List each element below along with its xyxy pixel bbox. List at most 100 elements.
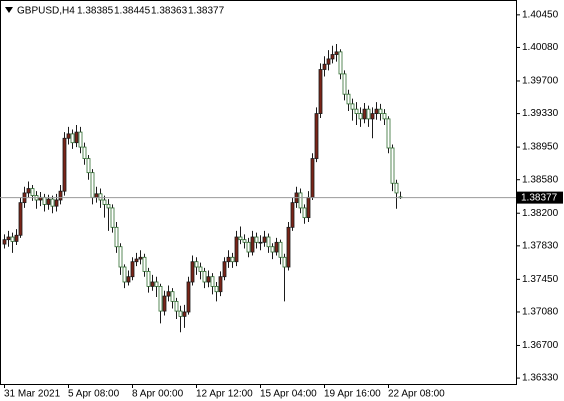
candle-body (262, 236, 267, 243)
candle-body (282, 256, 287, 268)
candle-body (134, 258, 139, 263)
close-value: 1.38377 (188, 6, 225, 17)
y-tick-label: 1.38950 (522, 142, 559, 153)
candle-body (18, 202, 23, 236)
candle-body (286, 226, 291, 268)
candle-body (182, 311, 187, 317)
candle-body (302, 207, 307, 219)
candle-body (6, 236, 11, 241)
y-tick-label: 1.39330 (522, 108, 559, 119)
candle-body (194, 261, 199, 268)
candle-body (322, 63, 327, 70)
candle-body (238, 236, 243, 241)
plot-frame (0, 0, 517, 385)
x-tick-label: 19 Apr 16:00 (324, 389, 381, 400)
candle-body (266, 236, 271, 248)
candle-body (190, 261, 195, 283)
price-label: 1.38377 (521, 192, 558, 203)
candle-body (226, 256, 231, 263)
candle-body (230, 256, 235, 263)
open-value: 1.38385 (77, 6, 114, 17)
y-tick-label: 1.39700 (522, 76, 559, 87)
high-value: 1.38445 (114, 6, 151, 17)
candle-body (118, 246, 123, 268)
candle-body (258, 241, 263, 244)
candle-body (30, 188, 35, 196)
y-tick-label: 1.37830 (522, 240, 559, 251)
candle-body (62, 137, 67, 192)
candle-body (138, 256, 143, 260)
candle-body (102, 199, 107, 205)
candle-body (342, 73, 347, 95)
y-tick-label: 1.38200 (522, 208, 559, 219)
candle-body (46, 198, 51, 205)
y-tick-label: 1.40080 (522, 42, 559, 53)
candle-body (2, 239, 7, 245)
candle-body (254, 236, 259, 243)
candle-body (306, 196, 311, 219)
candle-body (250, 236, 255, 253)
candle-body (242, 239, 247, 243)
candle-body (218, 276, 223, 293)
candle-body (82, 146, 87, 159)
candle-body (378, 108, 383, 114)
candle-body (354, 108, 359, 114)
candle-body (390, 147, 395, 184)
candle-body (310, 158, 315, 198)
x-tick-label: 5 Apr 08:00 (68, 389, 120, 400)
candle-body (346, 93, 351, 105)
candle-body (122, 266, 127, 283)
candle-body (146, 271, 151, 287)
header: GBPUSD,H4 1.38385 1.38445 1.38363 1.3837… (17, 6, 225, 17)
candle-body (326, 58, 331, 65)
candle-body (166, 291, 171, 297)
candle-body (54, 199, 59, 207)
symbol: GBPUSD,H4 (17, 6, 75, 17)
candle-body (358, 113, 363, 120)
candle-body (114, 226, 119, 248)
candle-body (162, 295, 167, 312)
candle-body (66, 133, 71, 139)
candle-body (86, 158, 91, 174)
x-tick-label: 8 Apr 00:00 (132, 389, 184, 400)
low-value: 1.38363 (151, 6, 188, 17)
y-tick-label: 1.38580 (522, 174, 559, 185)
candle-body (110, 207, 115, 228)
candle-body (50, 198, 55, 207)
candle-body (90, 172, 95, 198)
candle-body (126, 276, 131, 283)
menu-icon[interactable] (5, 7, 13, 13)
candle-body (298, 192, 303, 209)
candle-body (330, 54, 335, 60)
candle-body (214, 285, 219, 293)
y-tick-label: 1.36330 (522, 373, 559, 384)
candle-body (270, 246, 275, 253)
x-tick-label: 12 Apr 12:00 (196, 389, 253, 400)
candle-body (98, 193, 103, 201)
candle-body (14, 234, 19, 242)
x-tick-label: 15 Apr 04:00 (260, 389, 317, 400)
candle-body (106, 204, 111, 209)
candle-body (274, 241, 279, 253)
candle-body (158, 285, 163, 312)
candle-body (94, 193, 99, 198)
x-tick-label: 22 Apr 08:00 (388, 389, 445, 400)
candle-body (74, 131, 79, 144)
candle-body (314, 113, 319, 159)
candle-body (370, 113, 375, 120)
candle-body (170, 291, 175, 302)
candle-body (26, 188, 31, 194)
candle-body (362, 108, 367, 120)
price-label-box (517, 191, 563, 204)
candle-body (42, 196, 47, 205)
candle-body (10, 236, 15, 242)
candle-body (174, 300, 179, 312)
candle-body (278, 241, 283, 258)
candle-body (70, 133, 75, 144)
candle-body (374, 108, 379, 114)
candle-body (334, 51, 339, 55)
candle-body (394, 182, 399, 194)
candle-body (142, 256, 147, 272)
candle-body (130, 261, 135, 278)
